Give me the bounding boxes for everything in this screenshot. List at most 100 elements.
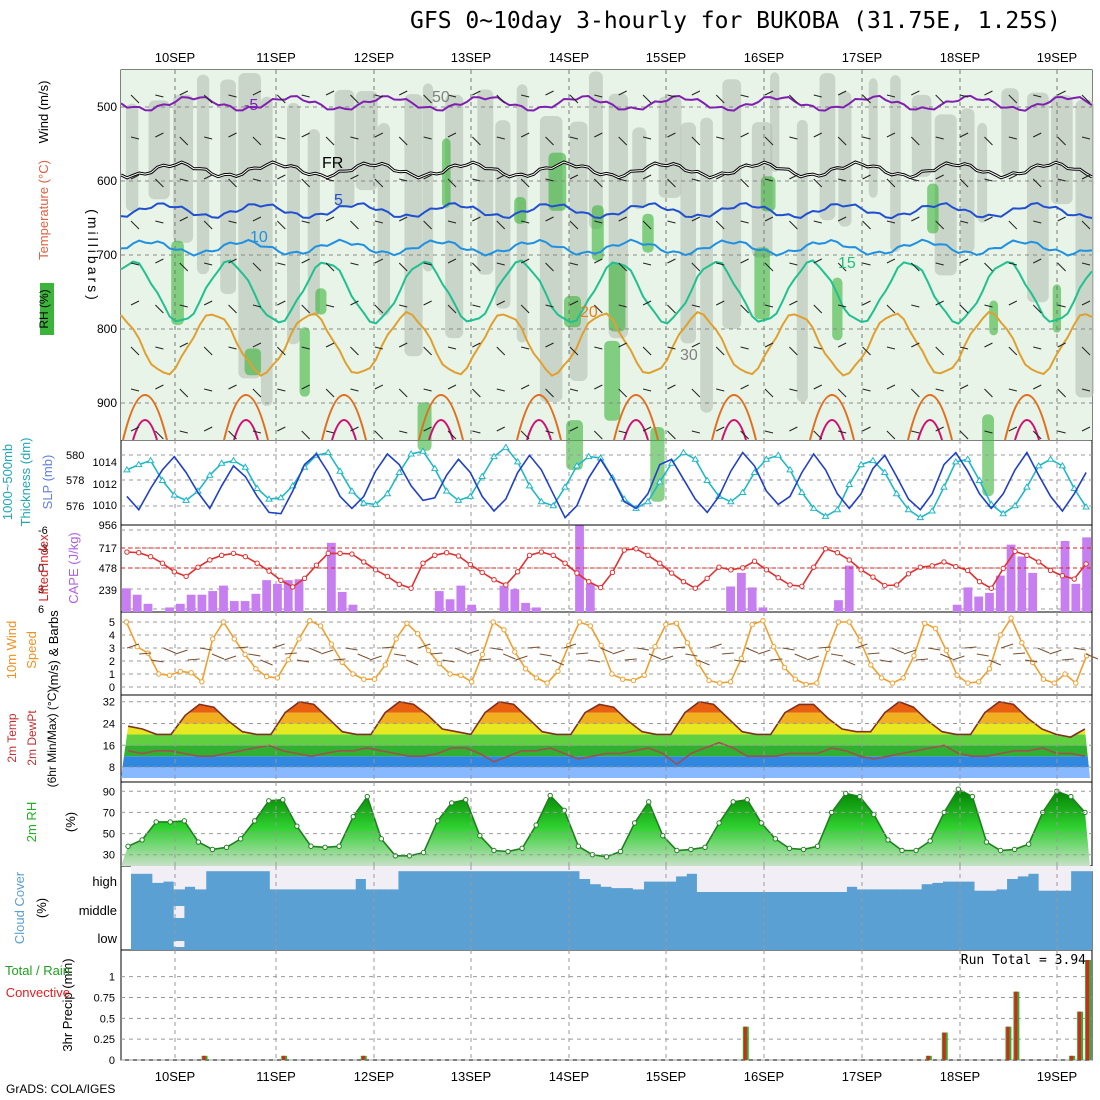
wind-speed-line-point	[512, 649, 518, 655]
contour-label: -5	[244, 97, 258, 114]
wind-barb	[886, 430, 896, 440]
lifted-index-line-point	[834, 550, 841, 556]
thickness-line-point	[786, 465, 794, 473]
cloud-high-gap	[184, 866, 196, 887]
cape-bar	[963, 587, 973, 612]
cape-bar	[1028, 572, 1038, 612]
rh-shade	[307, 129, 320, 317]
wind-barb	[794, 653, 807, 660]
thickness-line-point	[774, 451, 783, 458]
wind-barb	[569, 426, 579, 432]
wind-barb	[886, 258, 896, 264]
cape-bar	[1082, 537, 1091, 612]
wind-speed-line-point	[253, 666, 259, 672]
slp-tick-label: 1010	[93, 500, 117, 512]
cloud-high-gap	[889, 866, 901, 890]
wind-barb	[325, 342, 335, 348]
hot-contour	[623, 419, 649, 441]
cape-bar	[726, 586, 735, 612]
wind-barb	[1032, 304, 1042, 314]
rh-line-point	[336, 843, 342, 849]
wind-barb	[325, 178, 335, 182]
wind-barb	[886, 94, 896, 98]
wind-barb	[393, 653, 407, 657]
wind-barb	[272, 643, 285, 649]
wind-barb	[959, 384, 969, 390]
pressure-tick-label: 500	[97, 100, 117, 114]
wind-barb	[886, 304, 896, 314]
cape-bar	[434, 591, 444, 612]
wind-tick-label: 3	[109, 643, 115, 655]
wind-speed-line-point	[285, 657, 291, 663]
wind-barb	[301, 384, 310, 390]
wind-barb	[843, 659, 856, 666]
cape-bar	[251, 593, 261, 612]
wind-barb	[733, 659, 747, 663]
rh-green-shade	[1052, 284, 1062, 333]
wind-barb	[569, 94, 579, 104]
wind-speed-line-point	[533, 675, 540, 681]
wind-barb	[782, 647, 795, 651]
lifted-index-line-point	[586, 578, 592, 585]
rh-tick-label: 90	[103, 786, 115, 798]
cape-bar	[326, 542, 336, 612]
lifted-index-line-point	[597, 584, 604, 591]
wind-barb	[1081, 426, 1091, 432]
contour-label: 50	[432, 89, 450, 106]
wind-barb	[423, 94, 432, 104]
cloud-high-gap	[632, 866, 645, 890]
wind-barb	[447, 220, 457, 224]
wind-barb	[236, 646, 249, 649]
warm-contour	[907, 394, 953, 441]
wind-barb	[545, 304, 554, 308]
wind-barb	[618, 342, 627, 348]
cloud-high-gap	[921, 866, 933, 885]
panel-frame-wind	[120, 611, 1093, 696]
wind-barb	[277, 174, 286, 180]
rh-line-point	[843, 790, 849, 797]
rh-line-point	[927, 838, 933, 844]
wind-speed-line-point	[814, 680, 820, 686]
date-label-bottom: 15SEP	[646, 1069, 686, 1084]
rh2m-unit-label: (%)	[63, 812, 78, 832]
dewpoint-line	[127, 741, 1086, 766]
lifted-index-line-point	[692, 585, 699, 591]
wind-barb	[740, 384, 749, 390]
wind10m-axis-label3: (m/s) & Barbs	[46, 610, 61, 690]
lifted-index-line-point	[443, 550, 450, 556]
rh-line-point	[814, 843, 821, 849]
wind-barb	[551, 659, 565, 666]
lifted-index-line-point	[941, 559, 947, 565]
rh-line-point	[181, 818, 188, 824]
wind-barb	[545, 388, 554, 398]
wind-barb	[911, 90, 920, 96]
wind-barb	[1057, 430, 1066, 434]
lifted-index-line-point	[657, 560, 663, 566]
wind-barb	[594, 346, 603, 350]
wind-barb	[1008, 426, 1018, 432]
cloud-high-gap	[462, 866, 474, 872]
rh-line-point	[983, 839, 990, 845]
rh-line-point	[280, 797, 286, 803]
wind-barb	[716, 426, 725, 432]
hot-contour	[526, 419, 552, 441]
wind-barb	[447, 94, 457, 98]
wind-speed-line-point	[436, 660, 442, 667]
thickness-line-point	[466, 492, 475, 499]
wind-barb	[642, 262, 652, 266]
wind-barb	[277, 136, 286, 140]
cloud-high-gap	[397, 866, 410, 872]
wind-speed-line-point	[339, 659, 345, 665]
wind-speed-line-point	[177, 668, 184, 675]
lifted-index-line-point	[953, 563, 959, 570]
wind-barb	[277, 300, 286, 306]
wind-barb	[350, 346, 359, 356]
cloud-high-gap	[365, 866, 378, 890]
wind-barb	[545, 216, 554, 222]
cloud-high-gap	[878, 866, 890, 890]
wind-barb	[764, 388, 774, 398]
cloud-high-gap	[771, 866, 783, 892]
wind-barb	[740, 258, 749, 264]
wind-speed-line-point	[943, 647, 950, 654]
wind-barb	[569, 136, 579, 140]
